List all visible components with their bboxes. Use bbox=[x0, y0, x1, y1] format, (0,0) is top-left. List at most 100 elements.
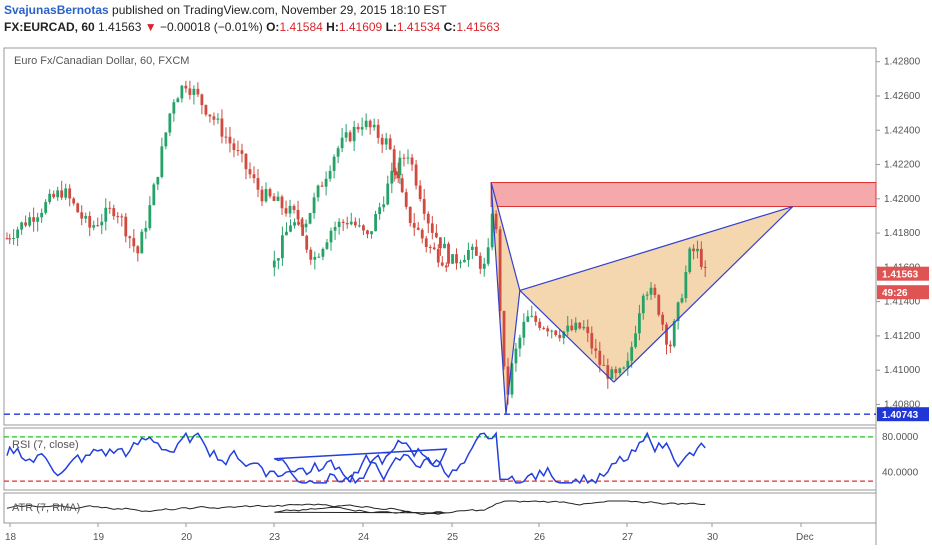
pattern-triangle-xab bbox=[491, 182, 520, 415]
candle-body bbox=[459, 262, 462, 264]
candle-body bbox=[100, 221, 104, 226]
candle-body bbox=[288, 205, 292, 214]
candle-body bbox=[276, 196, 280, 201]
candle-body bbox=[216, 118, 220, 120]
candle-body bbox=[630, 347, 634, 361]
candle-body bbox=[148, 205, 152, 229]
rsi-tick-label: 80.0000 bbox=[882, 432, 919, 443]
candle-body bbox=[514, 348, 518, 364]
close-label: C: bbox=[443, 20, 457, 34]
time-tick-label: Dec bbox=[796, 532, 814, 543]
candle-body bbox=[228, 136, 232, 144]
candle-body bbox=[412, 223, 416, 228]
candle-body bbox=[332, 156, 336, 171]
open-label: O: bbox=[266, 20, 280, 34]
candle-body bbox=[408, 206, 412, 224]
candle-body bbox=[300, 219, 304, 228]
candle-body bbox=[428, 247, 432, 249]
candle-body bbox=[566, 325, 570, 332]
candle-body bbox=[264, 189, 268, 202]
candle-body bbox=[297, 222, 301, 225]
candle-body bbox=[156, 176, 160, 185]
price-tag-label: 1.40743 bbox=[882, 410, 919, 421]
price-tick-label: 1.40800 bbox=[884, 399, 921, 410]
candle-body bbox=[522, 321, 526, 338]
candle-body bbox=[248, 169, 252, 175]
candle-body bbox=[40, 212, 44, 218]
candle-body bbox=[506, 366, 510, 395]
price-chart[interactable]: Euro Fx/Canadian Dollar, 60, FXCM 1.4280… bbox=[0, 38, 932, 550]
candle-body bbox=[344, 132, 348, 138]
candle-body bbox=[634, 333, 637, 348]
candle-body bbox=[530, 315, 534, 317]
pattern-leg bbox=[490, 182, 521, 291]
candle-body bbox=[168, 113, 172, 133]
low-value: 1.41534 bbox=[396, 20, 441, 34]
candle-body bbox=[232, 143, 236, 151]
author-link[interactable]: SvajunasBernotas bbox=[4, 3, 109, 17]
candle-body bbox=[578, 322, 582, 329]
candle-body bbox=[422, 199, 426, 214]
candle-body bbox=[276, 258, 280, 261]
candle-body bbox=[420, 229, 424, 239]
candle-body bbox=[272, 260, 276, 268]
candle-body bbox=[699, 248, 703, 267]
candle-body bbox=[657, 295, 661, 315]
time-tick-label: 19 bbox=[93, 532, 105, 543]
candle-body bbox=[268, 189, 272, 197]
price-tick-label: 1.42400 bbox=[884, 125, 921, 136]
atr-label: ATR (7, RMA) bbox=[12, 502, 80, 514]
candle-body bbox=[688, 248, 692, 273]
candle-body bbox=[362, 225, 365, 231]
candle-body bbox=[196, 88, 200, 95]
candle-body bbox=[384, 138, 388, 145]
candle-body bbox=[374, 214, 377, 232]
chart-title: Euro Fx/Canadian Dollar, 60, FXCM bbox=[14, 55, 189, 67]
candle-body bbox=[668, 344, 672, 347]
candle-body bbox=[336, 148, 340, 157]
candle-body bbox=[340, 137, 344, 149]
candle-body bbox=[108, 207, 112, 209]
symbol-label[interactable]: FX:EURCAD, 60 bbox=[4, 20, 95, 34]
pattern-leg bbox=[490, 182, 507, 415]
candle-body bbox=[309, 249, 313, 260]
candle-body bbox=[482, 263, 486, 269]
rsi-panel: 80.0000 40.0000 bbox=[4, 431, 919, 485]
candle-body bbox=[546, 328, 550, 332]
candle-body bbox=[424, 238, 428, 248]
price-tag-bg bbox=[877, 285, 929, 300]
close-value: 1.41563 bbox=[456, 20, 500, 34]
candle-body bbox=[104, 207, 108, 222]
time-tick-label: 23 bbox=[269, 532, 281, 543]
candle-body bbox=[494, 213, 498, 230]
candle-body bbox=[610, 369, 614, 379]
candle-body bbox=[645, 294, 649, 296]
candle-body bbox=[244, 153, 248, 170]
candle-body bbox=[380, 137, 384, 145]
candle-body bbox=[60, 190, 64, 198]
candle-body bbox=[80, 212, 84, 219]
candle-body bbox=[240, 150, 244, 154]
candle-body bbox=[64, 188, 68, 198]
candle-body bbox=[20, 222, 24, 230]
price-tick-label: 1.41000 bbox=[884, 365, 921, 376]
price-tick-label: 1.42200 bbox=[884, 160, 921, 171]
candle-body bbox=[396, 172, 400, 179]
candle-body bbox=[703, 266, 707, 268]
time-tick-label: 27 bbox=[622, 532, 634, 543]
candle-body bbox=[16, 229, 20, 239]
candle-body bbox=[692, 248, 695, 252]
time-tick-label: 25 bbox=[447, 532, 459, 543]
candle-body bbox=[333, 226, 337, 231]
candle-body bbox=[305, 235, 309, 250]
candle-body bbox=[451, 254, 454, 264]
publish-info: SvajunasBernotas published on TradingVie… bbox=[4, 3, 447, 17]
published-text: published on TradingView.com, November 2… bbox=[108, 3, 447, 17]
candle-body bbox=[404, 192, 408, 207]
candle-body bbox=[390, 170, 394, 184]
candle-body bbox=[116, 216, 120, 218]
candle-body bbox=[447, 243, 450, 264]
candle-body bbox=[440, 262, 444, 266]
candle-body bbox=[432, 247, 436, 250]
candle-body bbox=[224, 136, 228, 138]
